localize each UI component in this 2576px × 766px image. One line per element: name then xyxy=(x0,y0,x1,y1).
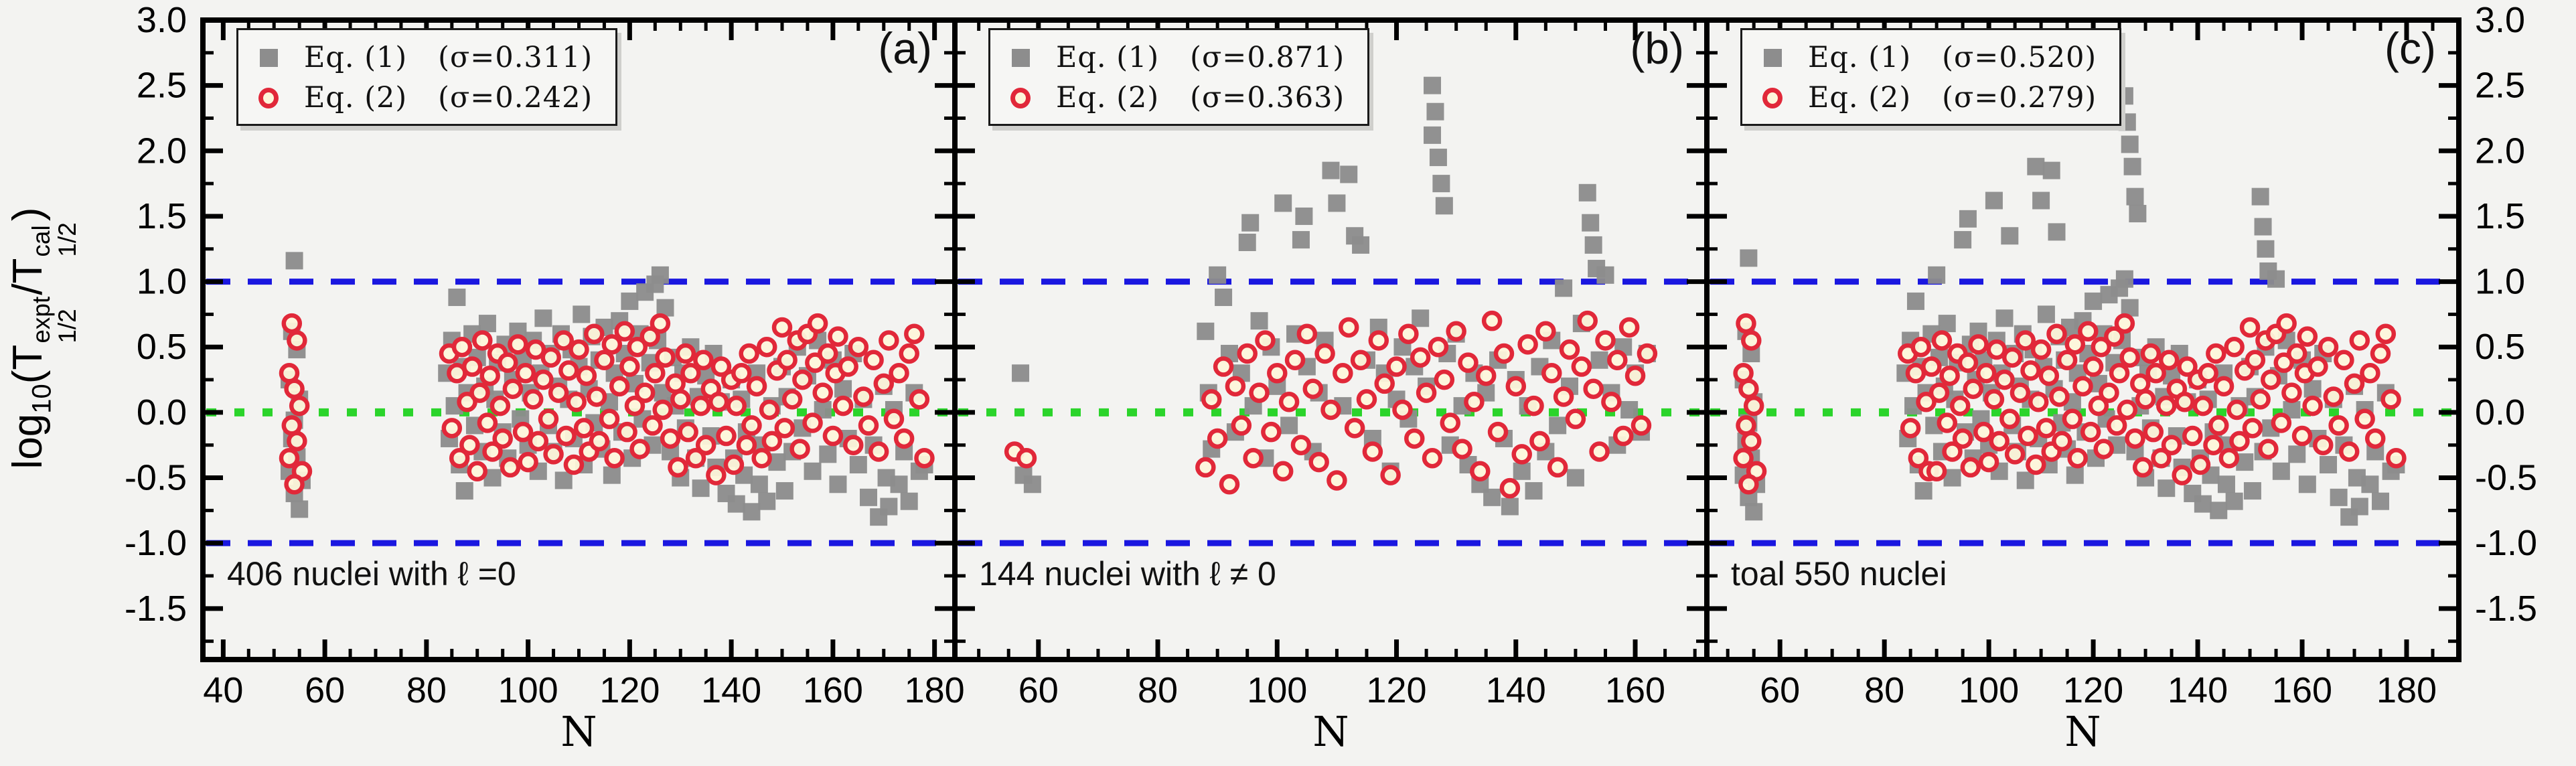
svg-text:120: 120 xyxy=(1366,670,1426,710)
svg-text:120: 120 xyxy=(2063,670,2123,710)
svg-text:0.5: 0.5 xyxy=(2475,327,2525,367)
svg-text:2.5: 2.5 xyxy=(137,66,187,106)
y-title-cal-stack: cal 1/2 xyxy=(27,222,82,257)
svg-text:120: 120 xyxy=(599,670,660,710)
svg-text:1.0: 1.0 xyxy=(2475,262,2525,302)
svg-text:160: 160 xyxy=(1605,670,1665,710)
svg-text:1.0: 1.0 xyxy=(137,262,187,302)
svg-text:0.5: 0.5 xyxy=(137,327,187,367)
svg-text:80: 80 xyxy=(406,670,447,710)
y-title-sub-half1: 1/2 xyxy=(54,309,82,343)
svg-text:-1.5: -1.5 xyxy=(125,589,187,629)
svg-text:40: 40 xyxy=(203,670,243,710)
svg-text:-1.5: -1.5 xyxy=(2475,589,2537,629)
y-title-slash: /T xyxy=(5,258,52,295)
svg-text:140: 140 xyxy=(701,670,761,710)
svg-text:3.0: 3.0 xyxy=(137,0,187,40)
svg-text:100: 100 xyxy=(1959,670,2019,710)
y-title-open: (T xyxy=(5,344,52,384)
svg-text:-1.0: -1.0 xyxy=(125,523,187,563)
svg-text:80: 80 xyxy=(1138,670,1178,710)
svg-text:-0.5: -0.5 xyxy=(2475,458,2537,498)
svg-text:-0.5: -0.5 xyxy=(125,458,187,498)
svg-text:60: 60 xyxy=(1018,670,1059,710)
y-title-log-base: 10 xyxy=(27,384,57,414)
svg-text:100: 100 xyxy=(1247,670,1307,710)
svg-text:2.0: 2.0 xyxy=(137,131,187,171)
svg-text:60: 60 xyxy=(1760,670,1800,710)
y-title-close: ) xyxy=(5,207,52,222)
svg-text:60: 60 xyxy=(305,670,345,710)
svg-text:0.0: 0.0 xyxy=(137,392,187,433)
svg-text:100: 100 xyxy=(498,670,558,710)
y-title-sup-cal: cal xyxy=(27,225,56,257)
y-axis-title: log10(T expt 1/2/T cal 1/2) xyxy=(4,207,82,469)
y-title-prefix: log xyxy=(5,413,52,469)
svg-text:180: 180 xyxy=(905,670,965,710)
svg-text:140: 140 xyxy=(1486,670,1546,710)
svg-text:-1.0: -1.0 xyxy=(2475,523,2537,563)
svg-text:2.5: 2.5 xyxy=(2475,66,2525,106)
svg-text:3.0: 3.0 xyxy=(2475,0,2525,40)
svg-text:80: 80 xyxy=(1864,670,1904,710)
svg-text:1.5: 1.5 xyxy=(2475,196,2525,236)
svg-text:180: 180 xyxy=(2376,670,2437,710)
svg-text:140: 140 xyxy=(2168,670,2228,710)
y-title-sub-half2: 1/2 xyxy=(54,222,82,257)
svg-text:160: 160 xyxy=(803,670,863,710)
y-title-sup-expt: expt xyxy=(27,296,56,343)
svg-text:0.0: 0.0 xyxy=(2475,392,2525,433)
svg-text:2.0: 2.0 xyxy=(2475,131,2525,171)
y-title-expt-stack: expt 1/2 xyxy=(27,297,82,343)
svg-text:1.5: 1.5 xyxy=(137,196,187,236)
svg-text:160: 160 xyxy=(2272,670,2332,710)
